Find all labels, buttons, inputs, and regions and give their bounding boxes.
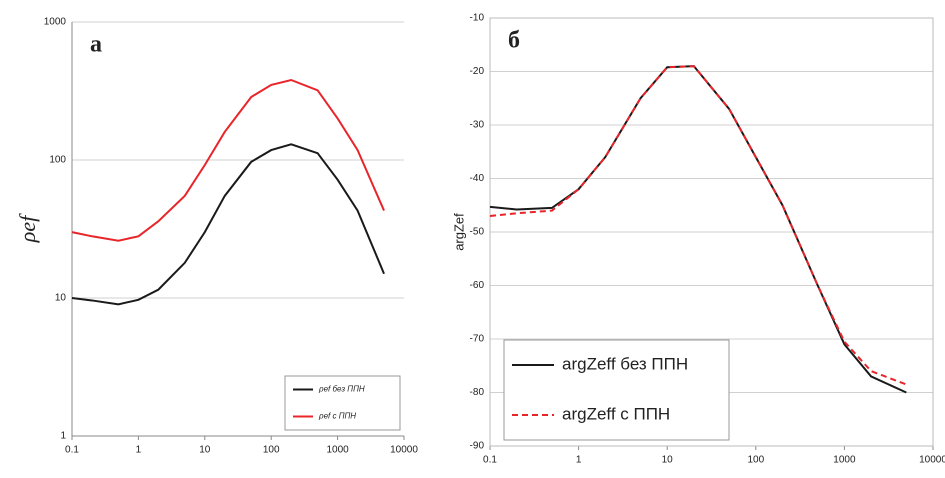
x-tick-label: 10000 bbox=[390, 445, 418, 456]
y-axis-label: ρef bbox=[15, 213, 40, 243]
legend-label: ρef без ППН bbox=[318, 385, 365, 394]
x-tick-label: 10 bbox=[199, 445, 211, 456]
x-tick-label: 100 bbox=[263, 445, 280, 456]
x-tick-label: 100 bbox=[747, 455, 764, 466]
y-tick-label: 1 bbox=[60, 431, 66, 442]
legend-box bbox=[284, 375, 401, 431]
y-tick-label: -30 bbox=[470, 120, 485, 131]
series-line bbox=[71, 78, 385, 242]
panel-label: а bbox=[90, 32, 102, 58]
x-tick-label: 10000 bbox=[919, 455, 945, 466]
legend-label: argZeff с ППН bbox=[562, 404, 670, 423]
legend-box bbox=[503, 339, 730, 441]
y-tick-label: -50 bbox=[470, 227, 485, 238]
y-tick-label: -20 bbox=[470, 66, 485, 77]
y-tick-label: 1000 bbox=[44, 17, 67, 28]
y-tick-label: 10 bbox=[55, 293, 67, 304]
x-tick-label: 1 bbox=[136, 445, 142, 456]
legend-label: ρef с ППН bbox=[318, 412, 356, 421]
plot-frame bbox=[489, 17, 934, 447]
legend-label: argZeff без ППН bbox=[562, 354, 688, 373]
y-tick-label: -40 bbox=[470, 173, 485, 184]
y-axis-label: argZef bbox=[451, 213, 466, 251]
y-tick-label: -90 bbox=[470, 441, 485, 452]
subplot: -90 -80 -70 -60 -50 -40 -30 -20 -10 0.1 1 10 100 1000… bbox=[451, 13, 945, 466]
y-tick-label: -70 bbox=[470, 334, 485, 345]
series-line bbox=[489, 65, 907, 386]
x-tick-label: 1000 bbox=[833, 455, 856, 466]
subplot: 1 10 100 1000 0.1 1 10 100 1000 10000 а ρef ρef без … bbox=[15, 17, 418, 456]
y-tick-label: -10 bbox=[470, 13, 485, 24]
panel-label: б bbox=[508, 28, 520, 54]
x-tick-label: 0.1 bbox=[65, 445, 79, 456]
x-tick-label: 1 bbox=[576, 455, 582, 466]
series-line bbox=[71, 143, 385, 306]
x-tick-label: 1000 bbox=[326, 445, 349, 456]
y-tick-label: 100 bbox=[49, 155, 66, 166]
x-tick-label: 0.1 bbox=[483, 455, 497, 466]
y-tick-label: -80 bbox=[470, 387, 485, 398]
y-tick-label: -60 bbox=[470, 280, 485, 291]
x-tick-label: 10 bbox=[662, 455, 674, 466]
